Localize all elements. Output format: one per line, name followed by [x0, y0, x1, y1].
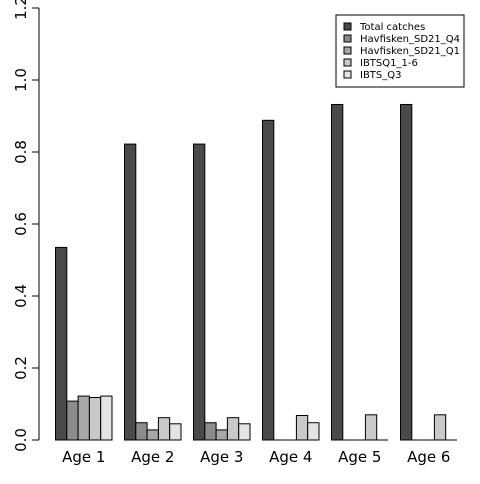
bar — [124, 143, 137, 441]
y-tick-label: 1.2 — [12, 0, 30, 20]
bar — [226, 417, 240, 441]
bar — [55, 246, 68, 441]
bar — [135, 422, 148, 441]
y-tick-label: 0.8 — [12, 140, 30, 164]
bar — [331, 103, 344, 441]
x-tick-label: Age 1 — [62, 448, 105, 466]
legend-label: IBTS_Q3 — [360, 70, 402, 81]
y-tick-label: 0.4 — [12, 284, 30, 308]
y-tick-label: 1.0 — [12, 68, 30, 92]
legend-box — [335, 14, 465, 88]
legend: Total catchesHavfisken_SD21_Q4Havfisken_… — [335, 14, 465, 88]
bar — [157, 417, 171, 441]
legend-swatch — [343, 34, 352, 43]
legend-label: Total catches — [359, 22, 425, 33]
bar — [364, 414, 378, 441]
bar — [193, 143, 206, 441]
bar — [100, 395, 113, 441]
bar — [204, 422, 217, 441]
bar — [400, 103, 413, 441]
legend-swatch — [343, 46, 352, 55]
bar — [66, 400, 79, 441]
bar — [88, 397, 102, 441]
legend-label: Havfisken_SD21_Q1 — [360, 46, 460, 57]
legend-swatch — [343, 70, 352, 79]
x-tick-label: Age 3 — [200, 448, 243, 466]
x-tick-label: Age 4 — [269, 448, 312, 466]
x-tick-label: Age 5 — [338, 448, 381, 466]
bar — [295, 415, 309, 441]
x-tick-label: Age 2 — [131, 448, 174, 466]
bar — [262, 119, 275, 441]
bar — [169, 423, 182, 441]
bar — [433, 414, 447, 441]
bar — [215, 429, 228, 441]
bars — [55, 103, 457, 441]
legend-label: Havfisken_SD21_Q4 — [360, 34, 460, 45]
bar — [238, 423, 251, 441]
y-tick-label: 0.2 — [12, 356, 30, 380]
x-tick-label: Age 6 — [407, 448, 450, 466]
y-tick-label: 0.0 — [12, 428, 30, 452]
bar — [146, 429, 159, 441]
y-tick-label: 0.6 — [12, 212, 30, 236]
y-axis: 0.0 0.2 0.4 0.6 0.8 1.0 1.2 — [12, 0, 40, 452]
x-axis: Age 1 Age 2 Age 3 Age 4 Age 5 Age 6 — [62, 448, 450, 466]
bar — [307, 422, 320, 441]
legend-swatch — [343, 22, 352, 31]
legend-label: IBTSQ1_1-6 — [360, 58, 418, 69]
bar — [77, 395, 90, 441]
legend-swatch — [343, 58, 352, 67]
